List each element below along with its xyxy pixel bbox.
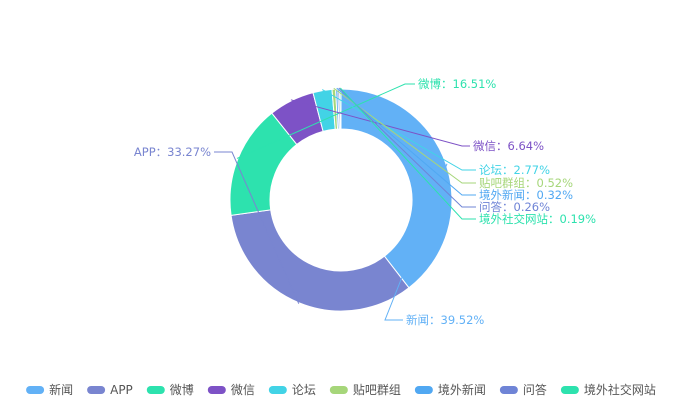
slice-label-境外新闻: 境外新闻：0.32% bbox=[479, 188, 573, 202]
slice-境外社交网站[interactable] bbox=[339, 88, 342, 130]
legend-label: 论坛 bbox=[292, 383, 316, 397]
legend-item-APP[interactable]: APP bbox=[87, 383, 133, 397]
legend-label: 贴吧群组 bbox=[353, 383, 401, 397]
legend-swatch bbox=[560, 386, 579, 394]
leader-line-APP bbox=[214, 151, 300, 304]
slice-label-贴吧群组: 贴吧群组：0.52% bbox=[479, 176, 573, 190]
slice-label-微信: 微信：6.64% bbox=[473, 139, 544, 153]
legend-label: APP bbox=[110, 383, 133, 397]
leader-line-微博 bbox=[236, 83, 415, 159]
legend-swatch bbox=[26, 386, 45, 394]
leader-line-新闻 bbox=[384, 163, 448, 321]
legend-item-境外社交网站[interactable]: 境外社交网站 bbox=[560, 382, 656, 397]
legend-swatch bbox=[146, 386, 165, 394]
legend: 新闻 APP 微博 微信 论坛 贴吧群组 境外新闻 问答 境外社交网站 bbox=[26, 382, 656, 397]
legend-item-问答[interactable]: 问答 bbox=[499, 382, 547, 397]
legend-swatch bbox=[329, 386, 348, 394]
leader-line-微信 bbox=[290, 99, 470, 147]
slice-label-论坛: 论坛：2.77% bbox=[479, 163, 550, 177]
leader-line-境外新闻 bbox=[336, 87, 476, 196]
legend-item-微信[interactable]: 微信 bbox=[207, 383, 255, 397]
legend-swatch bbox=[87, 386, 106, 394]
legend-swatch bbox=[414, 386, 433, 394]
legend-label: 新闻 bbox=[49, 382, 73, 397]
legend-item-贴吧群组[interactable]: 贴吧群组 bbox=[329, 383, 401, 397]
legend-label: 问答 bbox=[523, 382, 547, 397]
leader-line-问答 bbox=[338, 87, 476, 208]
slice-APP[interactable] bbox=[230, 209, 410, 312]
legend-swatch bbox=[499, 386, 518, 394]
slice-label-微博: 微博：16.51% bbox=[418, 77, 496, 91]
legend-label: 微博 bbox=[170, 382, 194, 397]
legend-swatch bbox=[207, 386, 226, 394]
leader-line-境外社交网站 bbox=[339, 87, 476, 220]
donut-slices bbox=[229, 88, 453, 312]
legend-label: 微信 bbox=[231, 383, 255, 397]
legend-item-论坛[interactable]: 论坛 bbox=[268, 383, 316, 397]
legend-label: 境外社交网站 bbox=[584, 382, 656, 397]
slice-label-APP: APP：33.27% bbox=[134, 145, 211, 159]
legend-item-新闻[interactable]: 新闻 bbox=[26, 382, 73, 397]
label-leader-lines bbox=[214, 83, 476, 321]
legend-label: 境外新闻 bbox=[438, 382, 486, 397]
slice-label-新闻: 新闻：39.52% bbox=[406, 313, 484, 327]
slice-labels: 新闻：39.52% APP：33.27% 微博：16.51% 微信：6.64% 论坛：2… bbox=[134, 77, 596, 327]
leader-line-贴吧群组 bbox=[333, 87, 476, 184]
slice-新闻[interactable] bbox=[340, 88, 453, 289]
slice-label-问答: 问答：0.26% bbox=[479, 200, 550, 214]
legend-item-境外新闻[interactable]: 境外新闻 bbox=[414, 382, 486, 397]
legend-swatch bbox=[268, 386, 287, 394]
legend-item-微博[interactable]: 微博 bbox=[146, 382, 194, 397]
slice-label-境外社交网站: 境外社交网站：0.19% bbox=[479, 212, 596, 226]
